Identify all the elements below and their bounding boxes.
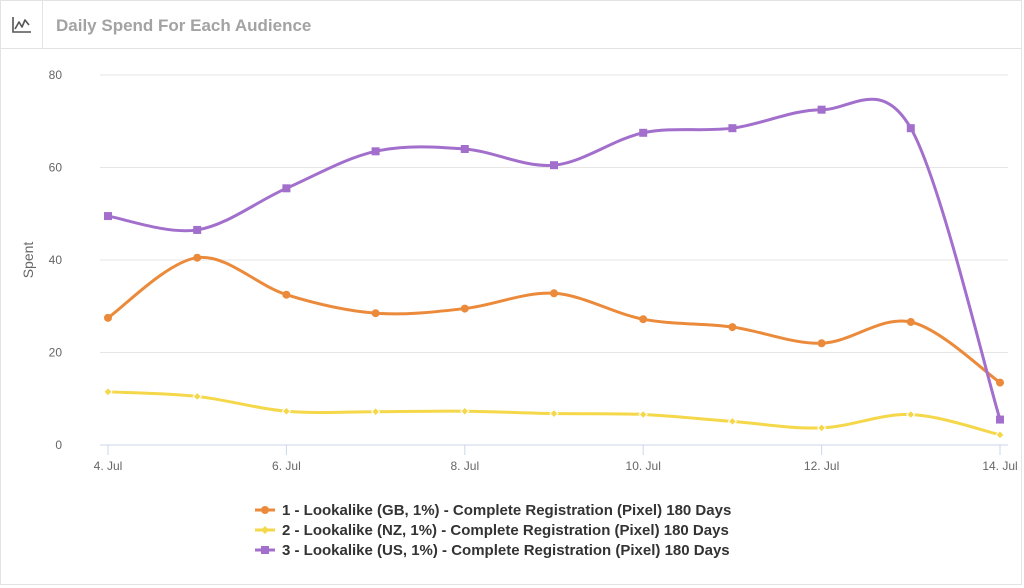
data-point xyxy=(550,161,558,170)
x-tick-label: 12. Jul xyxy=(804,459,839,473)
data-point xyxy=(282,290,291,299)
legend-label: 2 - Lookalike (NZ, 1%) - Complete Regist… xyxy=(282,521,729,539)
line-chart: 0 20 40 60 80 4. Jul 6. Jul 8. Jul 10. Jul 12. Ju… xyxy=(20,68,1018,473)
data-point xyxy=(371,309,380,318)
series-line xyxy=(106,255,1002,385)
legend-swatch xyxy=(255,526,275,534)
data-point xyxy=(192,391,202,402)
data-point xyxy=(728,124,737,133)
legend-item-1[interactable]: 1 - Lookalike (GB, 1%) - Complete Regist… xyxy=(254,500,731,520)
data-point xyxy=(816,423,827,433)
x-tick-label: 6. Jul xyxy=(272,459,301,473)
data-point xyxy=(728,323,737,332)
data-point xyxy=(639,315,648,324)
legend-item-3[interactable]: 3 - Lookalike (US, 1%) - Complete Regist… xyxy=(254,540,731,560)
data-point xyxy=(281,406,292,416)
panel-title: Daily Spend For Each Audience xyxy=(56,16,312,35)
data-point xyxy=(639,128,648,137)
series-3 xyxy=(104,97,1004,424)
data-point xyxy=(995,430,1005,440)
data-point xyxy=(460,145,469,153)
data-point xyxy=(996,378,1004,387)
data-point xyxy=(817,105,826,114)
data-point xyxy=(460,406,470,416)
data-point xyxy=(103,387,113,397)
legend-label: 3 - Lookalike (US, 1%) - Complete Regist… xyxy=(282,541,730,559)
data-point xyxy=(727,416,738,427)
chart-legend: 1 - Lookalike (GB, 1%) - Complete Regist… xyxy=(254,500,731,560)
data-point xyxy=(906,317,915,326)
data-point xyxy=(370,406,381,417)
panel-header: Daily Spend For Each Audience xyxy=(1,1,1021,49)
y-tick-label: 60 xyxy=(49,161,63,175)
y-tick-label: 80 xyxy=(49,68,63,82)
y-axis-title: Spent xyxy=(20,242,36,279)
data-point xyxy=(638,409,648,420)
line-chart-icon xyxy=(1,1,43,48)
y-tick-label: 0 xyxy=(55,438,62,452)
data-point xyxy=(550,289,558,298)
legend-label: 1 - Lookalike (GB, 1%) - Complete Regist… xyxy=(282,501,732,519)
y-tick-label: 20 xyxy=(49,346,63,360)
data-point xyxy=(193,253,202,262)
series-1 xyxy=(104,253,1004,387)
legend-swatch xyxy=(255,506,275,514)
data-point xyxy=(282,184,291,193)
data-point xyxy=(996,415,1004,424)
data-point xyxy=(549,408,559,419)
series-2 xyxy=(103,387,1005,440)
series-line xyxy=(106,97,1002,422)
data-point xyxy=(460,304,469,313)
data-point xyxy=(104,313,112,322)
y-tick-label: 40 xyxy=(49,253,63,267)
x-tick-label: 4. Jul xyxy=(94,459,123,473)
data-point xyxy=(906,409,916,420)
x-tick-label: 10. Jul xyxy=(626,459,661,473)
data-point xyxy=(906,124,915,133)
legend-swatch xyxy=(255,546,275,554)
x-tick-label: 8. Jul xyxy=(450,459,479,473)
data-point xyxy=(193,225,202,234)
x-tick-label: 14. Jul xyxy=(982,459,1017,473)
legend-item-2[interactable]: 2 - Lookalike (NZ, 1%) - Complete Regist… xyxy=(254,520,731,540)
data-point xyxy=(817,339,826,348)
data-point xyxy=(104,212,112,221)
data-point xyxy=(371,147,380,156)
